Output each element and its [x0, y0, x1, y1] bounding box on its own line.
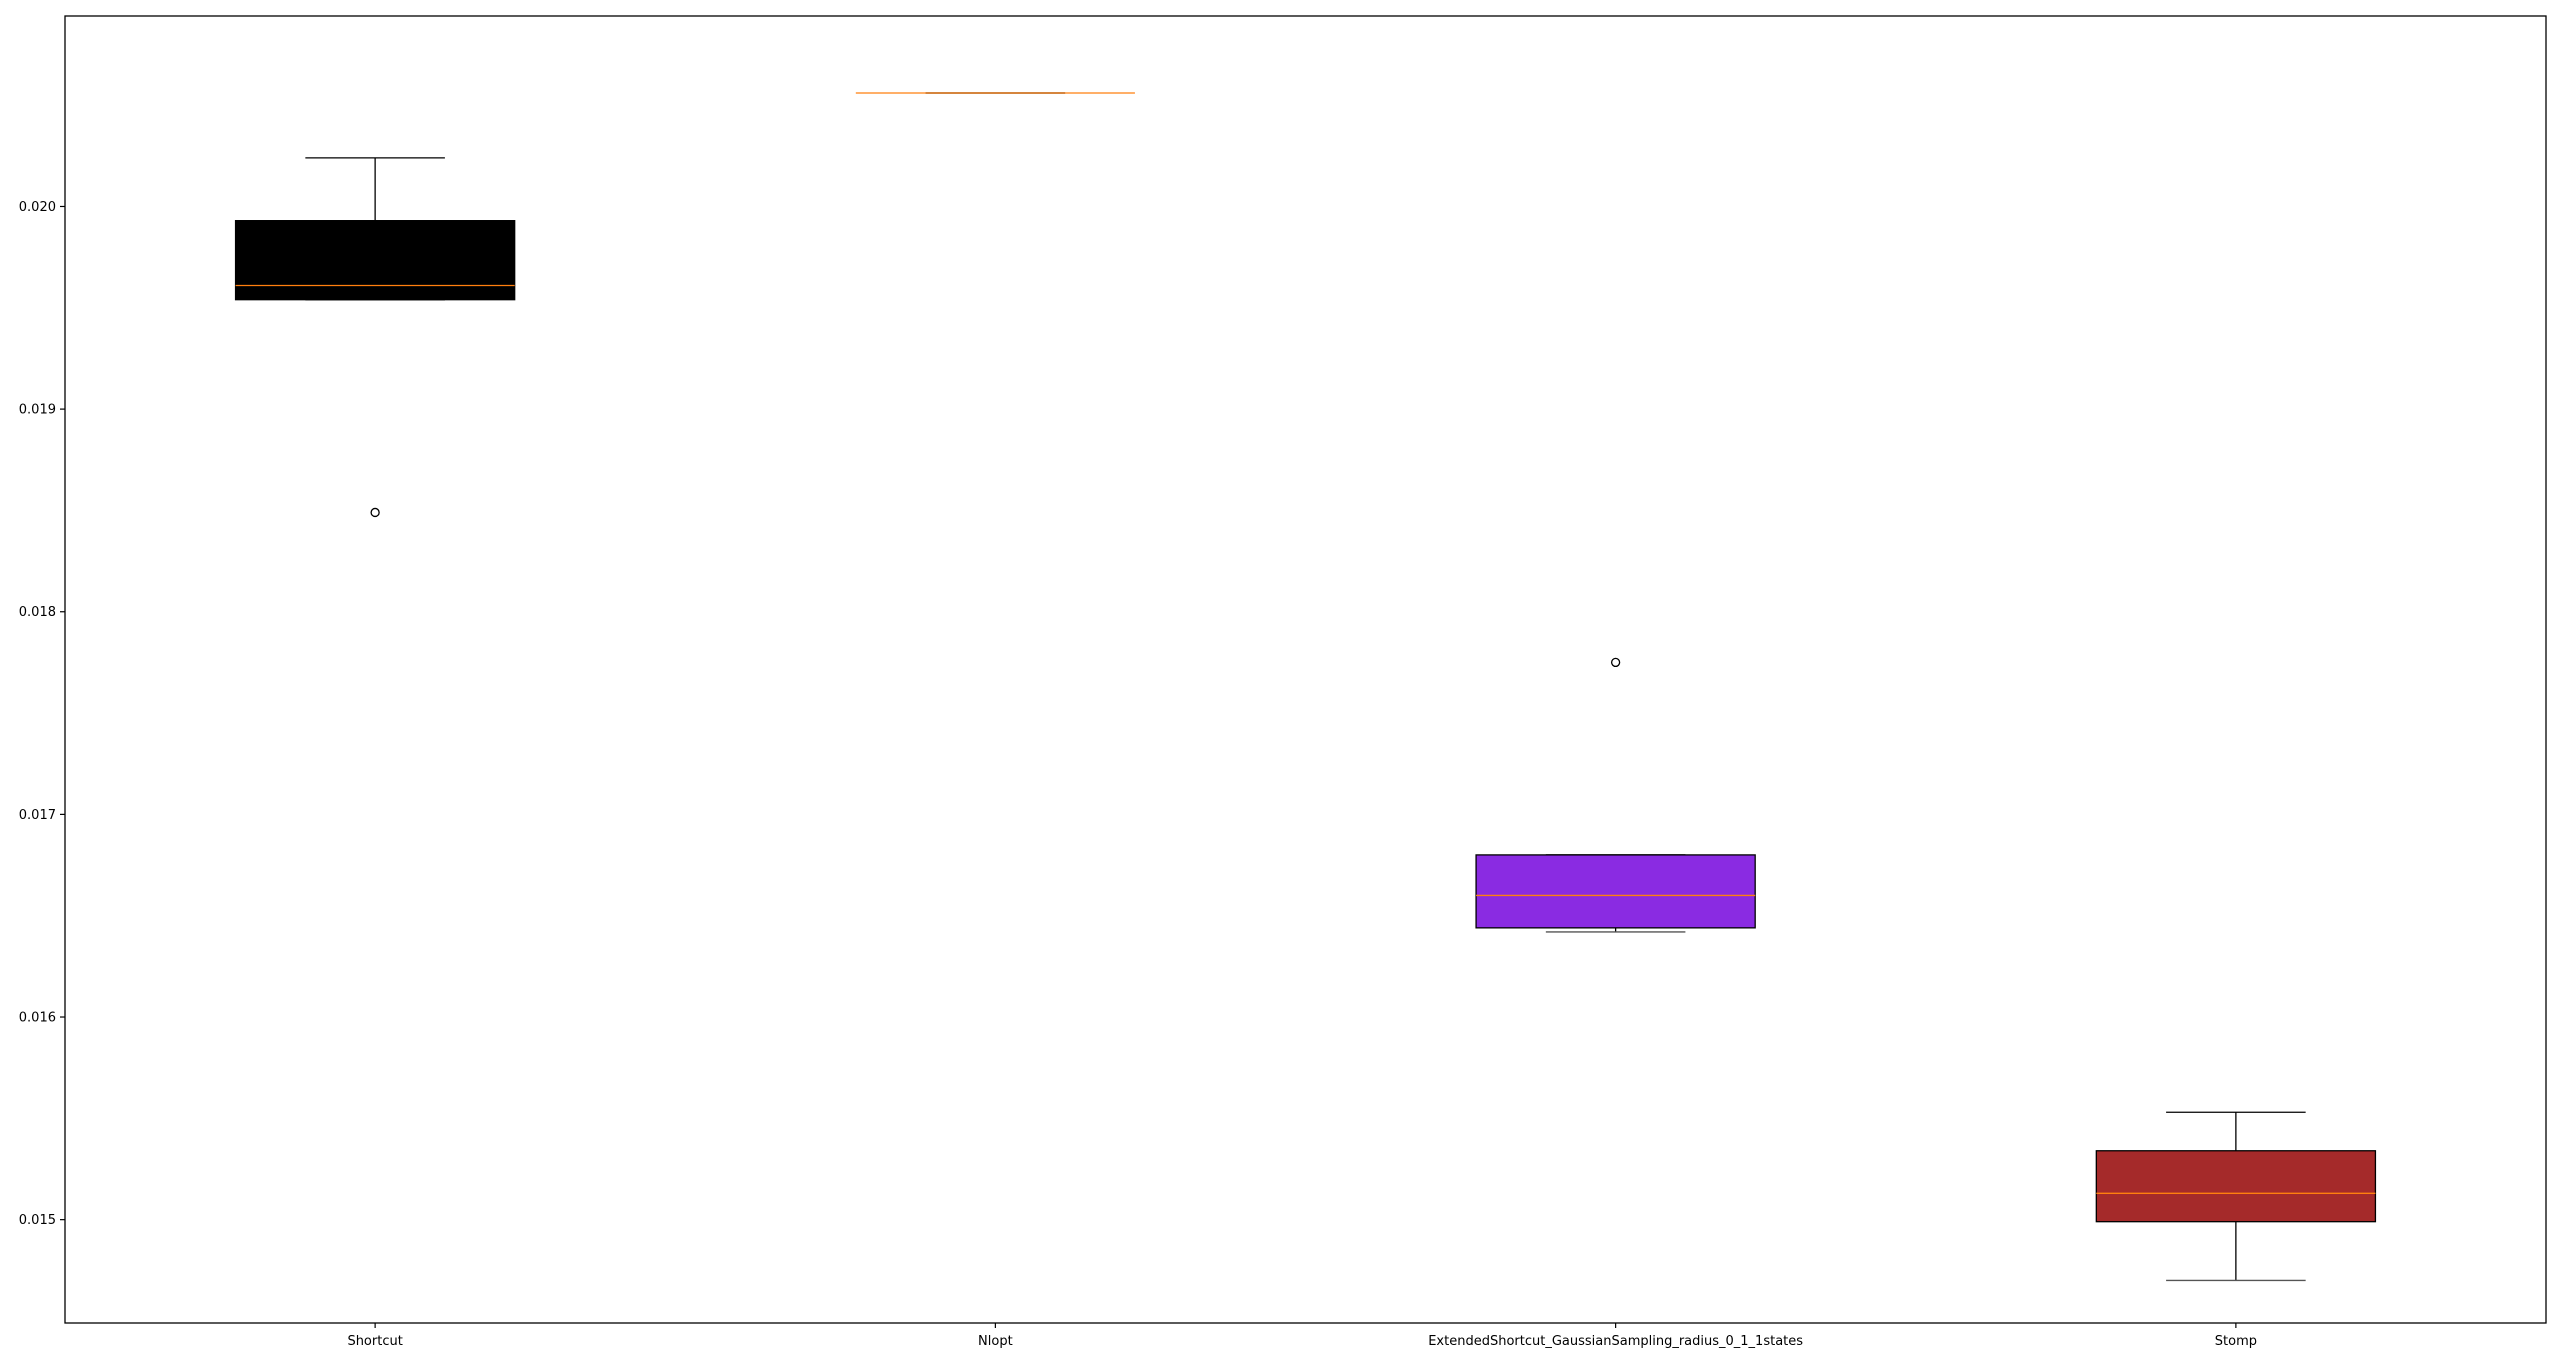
- y-tick-label: 0.017: [19, 808, 56, 823]
- y-tick-label: 0.019: [19, 403, 56, 418]
- x-tick-label: Stomp: [2215, 1334, 2257, 1349]
- y-axis: 0.015 0.016 0.017 0.018 0.019 0.020: [19, 200, 65, 1228]
- outlier-point: [370, 507, 380, 518]
- box-iqr: [2095, 1150, 2377, 1223]
- plot-area: [64, 15, 2547, 1324]
- y-tick-label: 0.018: [19, 605, 56, 620]
- x-tick-label: Nlopt: [978, 1334, 1013, 1349]
- x-axis: Shortcut Nlopt ExtendedShortcut_GaussianSa…: [347, 1323, 2257, 1349]
- y-tick-label: 0.020: [19, 200, 56, 215]
- y-tick-label: 0.016: [19, 1011, 56, 1026]
- x-tick-label: ExtendedShortcut_GaussianSampling_radius…: [1428, 1334, 1803, 1349]
- outlier-point: [1610, 657, 1621, 668]
- x-tick-label: Shortcut: [347, 1334, 402, 1349]
- y-tick-label: 0.015: [19, 1213, 56, 1228]
- box-group: [1475, 657, 1756, 933]
- box-iqr: [1475, 854, 1756, 929]
- box-series: [234, 92, 2377, 1282]
- box-iqr: [234, 220, 516, 301]
- box-group: [234, 157, 516, 518]
- box-group: [2095, 1111, 2377, 1282]
